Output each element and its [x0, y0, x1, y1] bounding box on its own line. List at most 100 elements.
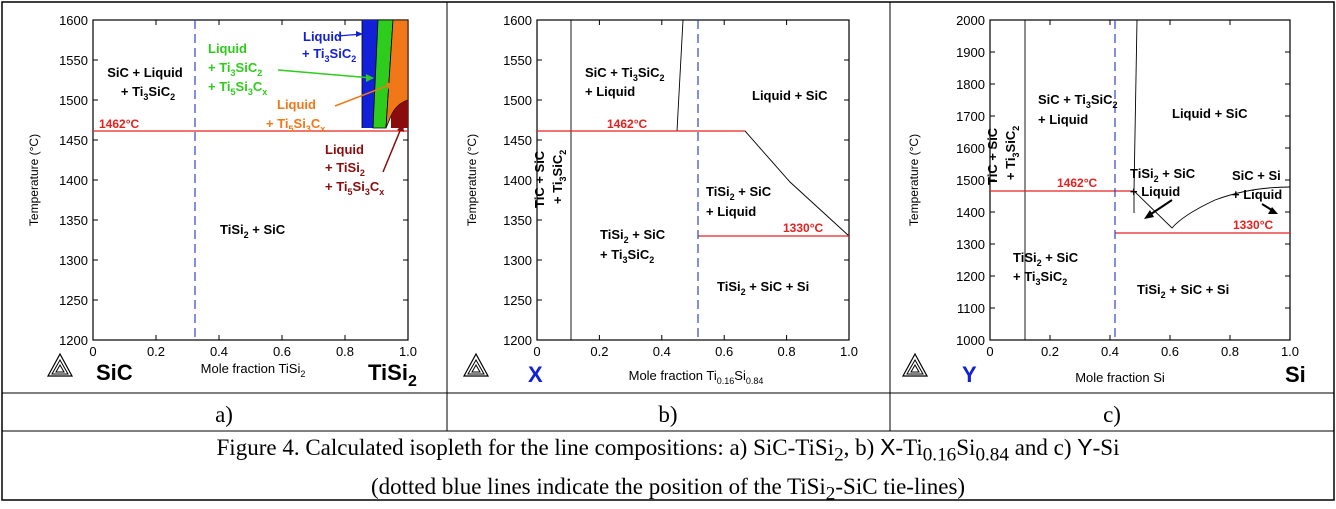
y-tick-label: 1350 — [503, 213, 532, 228]
caption-line-2: (dotted blue lines indicate the position… — [4, 471, 1332, 509]
x-tick-label: 0.8 — [1221, 344, 1239, 359]
region-label-a-blue: Liquid — [303, 29, 342, 44]
caption-text: Si — [956, 435, 976, 460]
caption-y: Y — [1077, 434, 1093, 460]
xlabel-a: Mole fraction TiSi2 — [201, 361, 306, 379]
region-label-c-6b: + Ti3SiC2 — [1013, 269, 1067, 287]
xlabel-c: Mole fraction Si — [1075, 370, 1165, 385]
plot-area-b — [536, 19, 850, 341]
caption-sub: 2 — [834, 444, 844, 466]
caption-text: -Ti — [895, 435, 923, 460]
region-label-b-3b: + Ti3SiC2 — [550, 150, 568, 204]
region-label-a-blue2: + Ti3SiC2 — [302, 46, 356, 64]
endmember-left-c: Y — [962, 362, 977, 387]
x-tick-label: 0 — [89, 344, 96, 359]
region-label-b-1b: + Liquid — [585, 84, 635, 99]
y-tick-label: 1400 — [956, 205, 985, 220]
caption-x: X — [880, 434, 896, 460]
y-tick-label: 1300 — [503, 253, 532, 268]
logo-icon — [462, 352, 490, 377]
caption-text: -SiC tie-lines) — [835, 473, 966, 499]
caption-text: and c) — [1008, 435, 1078, 460]
x-tick-label: 0.6 — [273, 344, 291, 359]
region-label-b-4b: + Liquid — [706, 204, 756, 219]
ylabel-c: Temperature (°C) — [907, 134, 921, 226]
region-label-c-4b: + Liquid — [1130, 184, 1180, 199]
y-tick-label: 1550 — [59, 53, 88, 68]
region-label-a-green3: + Ti5Si3Cx — [208, 79, 267, 97]
y-tick-label: 1200 — [59, 333, 88, 348]
region-label-c-3b: + Ti3SiC2 — [1003, 126, 1021, 180]
ylabel-a: Temperature (°C) — [27, 134, 41, 226]
isotherm-label-1462-c: 1462°C — [1057, 176, 1097, 190]
region-label-a-2: TiSi2 + SiC — [220, 222, 286, 240]
x-tick-label: 0 — [986, 344, 993, 359]
region-label-b-5b: + Ti3SiC2 — [600, 247, 654, 265]
y-tick-label: 1300 — [59, 253, 88, 268]
y-tick-label: 1900 — [956, 45, 985, 60]
logo-icon — [46, 352, 74, 377]
y-tick-label: 1250 — [503, 293, 532, 308]
chart-a: 1200 1250 1300 1350 1400 1450 1500 1550 1600 0 0.… — [27, 13, 417, 390]
caption-sub: 2 — [825, 483, 836, 505]
y-tick-label: 1600 — [59, 13, 88, 28]
ylabel-b: Temperature (°C) — [465, 134, 479, 226]
plot-area-a — [92, 19, 409, 341]
y-tick-label: 1500 — [956, 173, 985, 188]
y-tick-label: 1400 — [503, 173, 532, 188]
x-tick-label: 1.0 — [1281, 344, 1299, 359]
y-tick-label: 1350 — [59, 213, 88, 228]
endmember-right-a: TiSi2 — [368, 360, 417, 390]
caption-line-1: Figure 4. Calculated isopleth for the li… — [4, 432, 1332, 471]
x-tick-label: 0.6 — [715, 344, 733, 359]
x-tick-label: 0.4 — [653, 344, 671, 359]
y-tick-label: 1600 — [503, 13, 532, 28]
xlabel-b: Mole fraction Ti0.16Si0.84 — [629, 368, 764, 386]
endmember-right-c: Si — [1285, 362, 1306, 387]
region-label-c-3: TiC + SiC — [985, 127, 1000, 185]
y-tick-label: 1550 — [503, 53, 532, 68]
region-label-a-green2: + Ti3SiC2 — [208, 60, 262, 78]
region-label-c-4: TiSi2 + SiC — [1130, 166, 1196, 184]
y-tick-label: 1450 — [503, 133, 532, 148]
region-label-c-6: TiSi2 + SiC — [1013, 250, 1079, 268]
region-label-a-orange2: + Ti5Si3Cx — [266, 116, 325, 134]
caption-text: -Si — [1092, 435, 1120, 460]
logo-icon — [901, 352, 929, 377]
isotherm-label-1330-c: 1330°C — [1233, 218, 1273, 232]
figure-caption: Figure 4. Calculated isopleth for the li… — [4, 432, 1332, 504]
caption-sub: 0.16 — [922, 444, 957, 466]
y-tick-label: 1600 — [956, 141, 985, 156]
y-tick-label: 1200 — [503, 333, 532, 348]
isotherm-label-1462-b: 1462°C — [607, 117, 647, 131]
x-tick-label: 0.2 — [1041, 344, 1059, 359]
region-label-c-1b: + Liquid — [1038, 112, 1088, 127]
y-tick-label: 1000 — [956, 333, 985, 348]
y-tick-label: 1250 — [59, 293, 88, 308]
x-tick-label: 1.0 — [840, 344, 858, 359]
panel-label-b: b) — [658, 402, 677, 427]
caption-text: , b) — [843, 435, 881, 460]
region-label-a-darkred: Liquid — [325, 142, 364, 157]
region-label-a-darkred2: + TiSi2 — [325, 160, 365, 178]
caption-text: Figure 4. Calculated isopleth for the li… — [216, 435, 835, 460]
x-tick-label: 0.6 — [1161, 344, 1179, 359]
region-label-c-2: Liquid + SiC — [1172, 106, 1248, 121]
region-label-c-5b: + Liquid — [1232, 187, 1282, 202]
caption-text: (dotted blue lines indicate the position… — [370, 473, 826, 499]
region-label-a-orange: Liquid — [277, 97, 316, 112]
region-label-b-3: TiC + SiC — [532, 150, 547, 208]
region-label-a-darkred3: + Ti5Si3Cx — [325, 179, 384, 197]
region-label-a-1: SiC + Liquid — [107, 65, 183, 80]
endmember-left-a: SiC — [96, 360, 133, 385]
y-tick-label: 1500 — [503, 93, 532, 108]
region-label-a-1b: + Ti3SiC2 — [121, 84, 175, 102]
region-label-b-5: TiSi2 + SiC — [600, 227, 666, 245]
isotherm-label-1330-b: 1330°C — [783, 221, 823, 235]
region-label-b-4: TiSi2 + SiC — [706, 184, 772, 202]
y-tick-label: 1700 — [956, 109, 985, 124]
y-tick-label: 1400 — [59, 173, 88, 188]
plot-area-c — [989, 19, 1291, 341]
region-label-b-6: TiSi2 + SiC + Si — [717, 279, 809, 297]
